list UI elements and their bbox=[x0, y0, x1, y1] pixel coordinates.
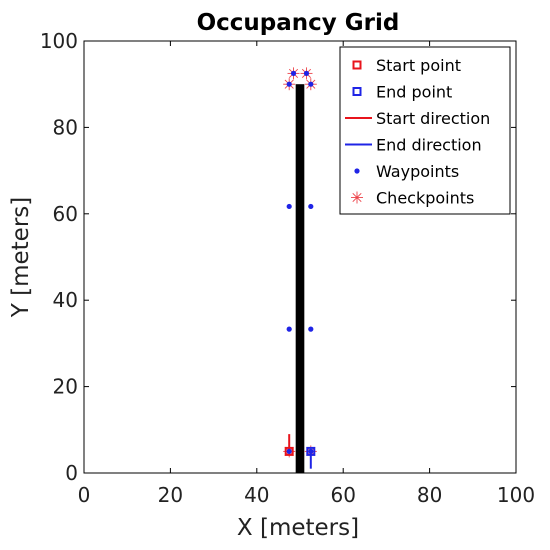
y-tick-label: 80 bbox=[53, 115, 78, 139]
obstacle-layer bbox=[295, 84, 305, 473]
waypoints-marker bbox=[308, 448, 314, 454]
y-tick-label: 20 bbox=[53, 375, 78, 399]
waypoints-marker bbox=[286, 81, 292, 87]
x-tick-label: 100 bbox=[497, 483, 535, 507]
x-axis-label: X [meters] bbox=[237, 515, 359, 541]
y-tick-label: 40 bbox=[53, 288, 78, 312]
waypoints-marker bbox=[286, 448, 292, 454]
marks-layer bbox=[283, 67, 317, 469]
obstacle-wall bbox=[295, 84, 305, 473]
legend-label-start-direction: Start direction bbox=[376, 109, 490, 128]
legend-label-end-direction: End direction bbox=[376, 136, 482, 155]
legend: Start point End point Start direction End d… bbox=[339, 46, 511, 215]
legend-swatch-start-point bbox=[352, 60, 362, 70]
waypoints-marker bbox=[308, 203, 314, 210]
legend-box bbox=[339, 46, 511, 215]
y-tick-label: 100 bbox=[40, 29, 78, 53]
legend-label-checkpoints: Checkpoints bbox=[376, 189, 474, 208]
x-tick-label: 0 bbox=[78, 483, 91, 507]
start-point-marker bbox=[284, 446, 294, 456]
x-tick-label: 80 bbox=[417, 483, 442, 507]
end-point-marker bbox=[306, 446, 316, 456]
waypoints-marker bbox=[308, 81, 314, 87]
y-axis-label: Y [meters] bbox=[8, 197, 34, 318]
plot-frame bbox=[83, 40, 517, 474]
chart-title: Occupancy Grid bbox=[197, 10, 400, 36]
ticks-layer: 0 20 40 60 80 100 0 20 40 60 80 100 bbox=[40, 29, 535, 507]
legend-swatch-end-point bbox=[352, 87, 362, 96]
waypoints-marker bbox=[290, 70, 297, 76]
waypoints-marker bbox=[308, 326, 314, 332]
legend-label-end-point: End point bbox=[376, 83, 452, 102]
y-tick-label: 60 bbox=[53, 202, 78, 226]
y-tick-label: 0 bbox=[65, 461, 78, 485]
waypoints-marker bbox=[303, 70, 310, 76]
legend-label-waypoints: Waypoints bbox=[376, 162, 459, 181]
waypoints-marker bbox=[286, 203, 292, 210]
waypoints-marker bbox=[286, 326, 292, 332]
x-tick-label: 60 bbox=[330, 483, 355, 507]
x-tick-label: 40 bbox=[244, 483, 269, 507]
legend-swatch-checkpoints bbox=[351, 191, 363, 204]
legend-swatch-waypoints bbox=[354, 168, 360, 174]
legend-label-start-point: Start point bbox=[376, 56, 461, 75]
x-tick-label: 20 bbox=[158, 483, 183, 507]
